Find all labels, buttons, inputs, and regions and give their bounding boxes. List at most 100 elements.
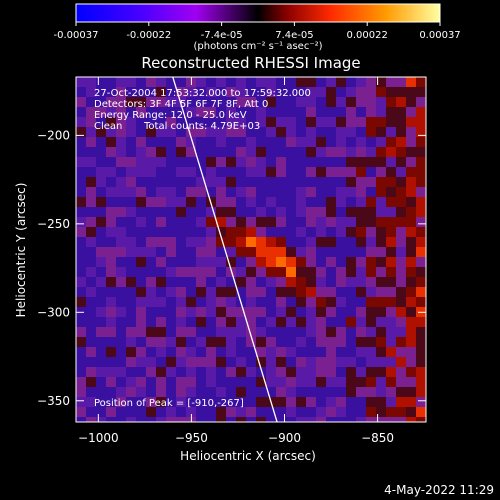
heatmap-cell xyxy=(96,407,106,417)
heatmap-cell xyxy=(336,157,346,167)
heatmap-cell xyxy=(406,77,416,87)
heatmap-cell xyxy=(386,257,396,267)
x-axis-label: Heliocentric X (arcsec) xyxy=(180,449,316,463)
heatmap-cell xyxy=(106,287,116,297)
heatmap-cell xyxy=(236,357,246,367)
heatmap-cell xyxy=(406,237,416,247)
heatmap-cell xyxy=(176,87,186,97)
heatmap-cell xyxy=(356,177,366,187)
heatmap-cell xyxy=(146,277,156,287)
heatmap-cell xyxy=(156,107,166,117)
heatmap-cell xyxy=(316,167,326,177)
heatmap-cell xyxy=(86,287,96,297)
heatmap-cell xyxy=(96,227,106,237)
heatmap-cell xyxy=(166,127,176,137)
heatmap-cell xyxy=(256,247,266,257)
heatmap-cell xyxy=(316,317,326,327)
heatmap-cell xyxy=(176,307,186,317)
heatmap-cell xyxy=(106,167,116,177)
heatmap-cell xyxy=(96,327,106,337)
heatmap-cell xyxy=(306,287,316,297)
heatmap-cell xyxy=(206,317,216,327)
heatmap-cell xyxy=(386,187,396,197)
heatmap-cell xyxy=(106,277,116,287)
heatmap-cell xyxy=(416,157,426,167)
heatmap-cell xyxy=(326,327,336,337)
heatmap-cell xyxy=(406,247,416,257)
heatmap-cell xyxy=(126,407,136,417)
heatmap-cell xyxy=(366,157,376,167)
heatmap-cell xyxy=(86,397,96,407)
heatmap-cell xyxy=(336,337,346,347)
heatmap-cell xyxy=(336,277,346,287)
heatmap-cell xyxy=(206,367,216,377)
heatmap-cell xyxy=(196,267,206,277)
heatmap-cell xyxy=(246,337,256,347)
heatmap-cell xyxy=(256,137,266,147)
heatmap-cell xyxy=(296,277,306,287)
heatmap-cell xyxy=(366,367,376,377)
heatmap-cell xyxy=(196,327,206,337)
heatmap-cell xyxy=(346,257,356,267)
heatmap-cell xyxy=(86,197,96,207)
heatmap-cell xyxy=(276,137,286,147)
heatmap-cell xyxy=(376,257,386,267)
heatmap-cell xyxy=(366,417,376,422)
heatmap-cell xyxy=(106,237,116,247)
heatmap-cell xyxy=(126,327,136,337)
heatmap-cell xyxy=(286,177,296,187)
heatmap-cell xyxy=(396,317,406,327)
heatmap-cell xyxy=(176,297,186,307)
heatmap-cell xyxy=(386,277,396,287)
heatmap-cell xyxy=(416,177,426,187)
heatmap-cell xyxy=(76,177,86,187)
heatmap-cell xyxy=(296,157,306,167)
heatmap-cell xyxy=(386,337,396,347)
heatmap-cell xyxy=(126,137,136,147)
heatmap-cell xyxy=(156,177,166,187)
heatmap-cell xyxy=(166,227,176,237)
heatmap-cell xyxy=(176,287,186,297)
heatmap-cell xyxy=(196,287,206,297)
heatmap-cell xyxy=(336,387,346,397)
heatmap-cell xyxy=(286,227,296,237)
heatmap-cell xyxy=(206,137,216,147)
heatmap-cell xyxy=(346,167,356,177)
heatmap-cell xyxy=(166,317,176,327)
heatmap-cell xyxy=(326,347,336,357)
heatmap-cell xyxy=(206,207,216,217)
heatmap-cell xyxy=(306,267,316,277)
heatmap-cell xyxy=(176,157,186,167)
heatmap-cell xyxy=(326,167,336,177)
heatmap-cell xyxy=(286,267,296,277)
heatmap-cell xyxy=(236,377,246,387)
heatmap-cell xyxy=(206,417,216,422)
heatmap-cell xyxy=(136,187,146,197)
heatmap-cell xyxy=(126,207,136,217)
heatmap-cell xyxy=(76,167,86,177)
heatmap-cell xyxy=(206,397,216,407)
heatmap-cell xyxy=(396,397,406,407)
y-tick-label: −300 xyxy=(37,305,70,319)
heatmap-cell xyxy=(416,417,426,422)
heatmap-cell xyxy=(396,377,406,387)
heatmap-cell xyxy=(196,317,206,327)
heatmap-cell xyxy=(316,287,326,297)
heatmap-cell xyxy=(356,167,366,177)
heatmap-cell xyxy=(266,177,276,187)
heatmap-cell xyxy=(376,167,386,177)
heatmap-cell xyxy=(186,217,196,227)
colorbar-tick-label: -0.00037 xyxy=(54,30,99,41)
heatmap-cell xyxy=(216,117,226,127)
heatmap-cell xyxy=(206,307,216,317)
heatmap-cell xyxy=(416,137,426,147)
heatmap-cell xyxy=(156,257,166,267)
heatmap-cell xyxy=(106,357,116,367)
heatmap-cell xyxy=(136,137,146,147)
heatmap-cell xyxy=(256,287,266,297)
heatmap-cell xyxy=(286,277,296,287)
heatmap-cell xyxy=(366,107,376,117)
heatmap-cell xyxy=(406,317,416,327)
heatmap-cell xyxy=(106,397,116,407)
